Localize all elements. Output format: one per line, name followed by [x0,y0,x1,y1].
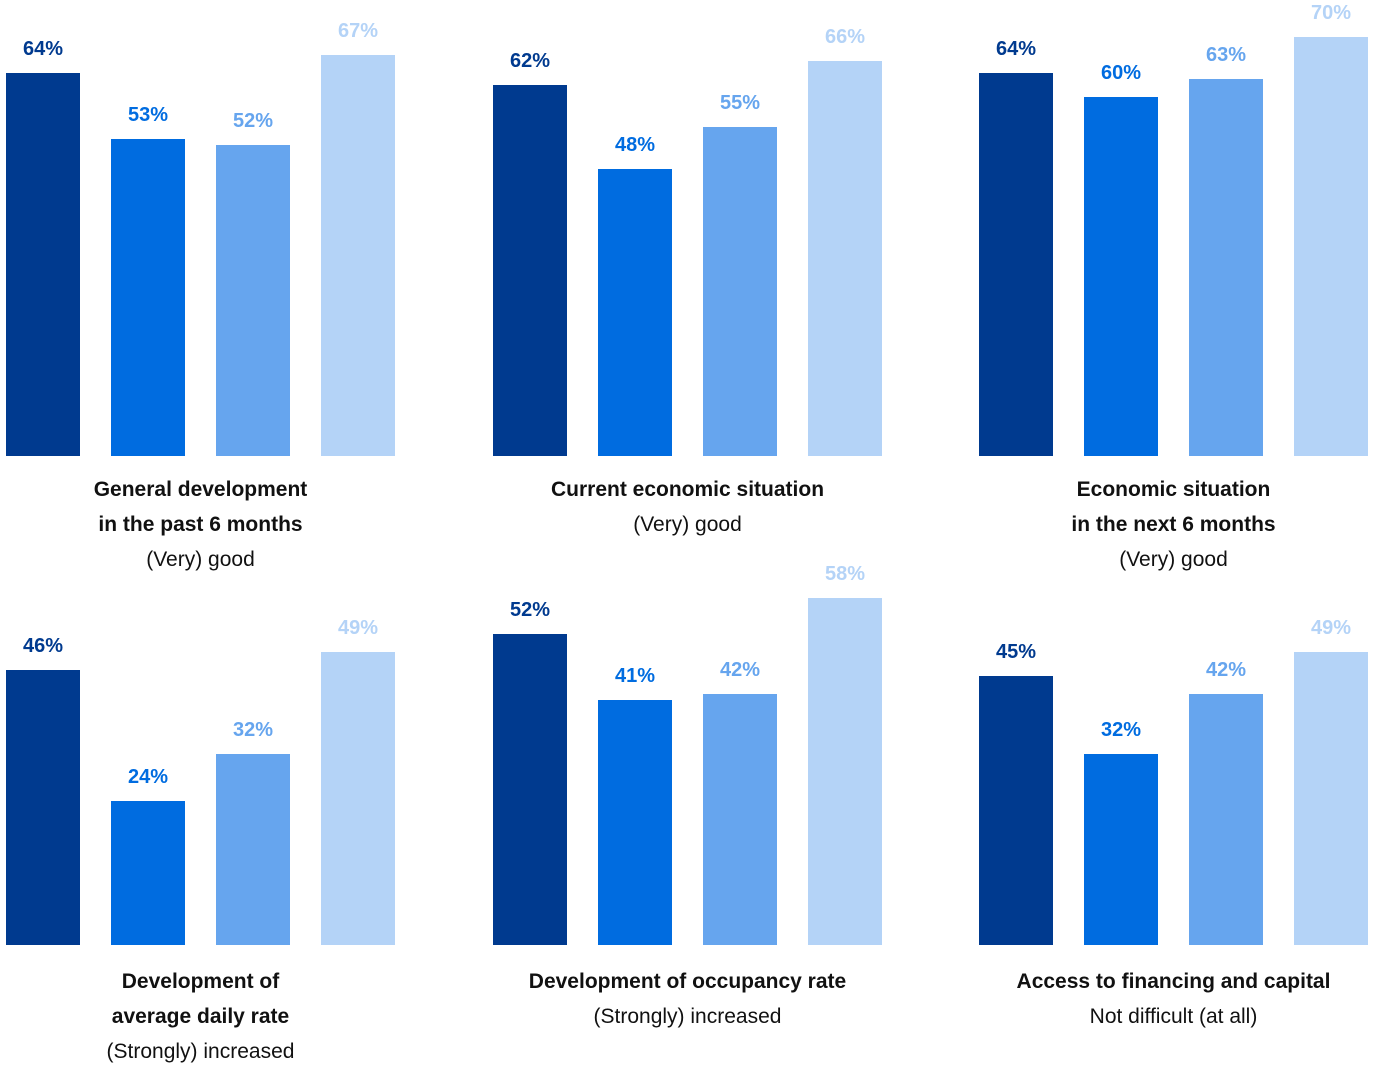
data-label: 41% [590,666,680,686]
bar [321,55,395,456]
chart-caption: Economic situation in the next 6 months(… [964,472,1381,577]
data-label: 32% [1076,720,1166,740]
data-label: 64% [0,39,88,59]
chart-caption: Development of average daily rate(Strong… [0,964,411,1069]
data-label: 58% [800,564,890,584]
data-label: 24% [103,767,193,787]
chart-title: Economic situation in the next 6 months [964,472,1381,542]
bar [1294,652,1368,945]
chart-title: Development of occupancy rate [478,964,898,999]
chart-title: Development of average daily rate [0,964,411,1034]
bar [493,85,567,456]
data-label: 42% [695,660,785,680]
bar [703,694,777,945]
bar [1189,694,1263,945]
bar [6,73,80,456]
bar [6,670,80,945]
chart-subtitle: (Strongly) increased [0,1034,411,1069]
data-label: 52% [208,111,298,131]
data-label: 70% [1286,3,1376,23]
bar [216,754,290,945]
chart-subtitle: (Strongly) increased [478,999,898,1034]
chart-subtitle: Not difficult (at all) [964,999,1381,1034]
data-label: 49% [313,618,403,638]
bar [979,73,1053,456]
data-label: 60% [1076,63,1166,83]
data-label: 45% [971,642,1061,662]
bar [808,598,882,945]
data-label: 55% [695,93,785,113]
chart-title: Current economic situation [478,472,898,507]
chart-subtitle: (Very) good [478,507,898,542]
data-label: 62% [485,51,575,71]
bar [598,169,672,456]
chart-title: General development in the past 6 months [0,472,411,542]
chart-caption: Current economic situation(Very) good [478,472,898,542]
data-label: 49% [1286,618,1376,638]
data-label: 67% [313,21,403,41]
chart-title: Access to financing and capital [964,964,1381,999]
data-label: 32% [208,720,298,740]
data-label: 48% [590,135,680,155]
bar [1294,37,1368,456]
chart-subtitle: (Very) good [964,542,1381,577]
bar [111,139,185,456]
chart-subtitle: (Very) good [0,542,411,577]
data-label: 66% [800,27,890,47]
bar [598,700,672,945]
bar [216,145,290,456]
bar [703,127,777,456]
data-label: 53% [103,105,193,125]
data-label: 42% [1181,660,1271,680]
data-label: 64% [971,39,1061,59]
bar [321,652,395,945]
bar [1084,97,1158,456]
bar [808,61,882,456]
bar [979,676,1053,945]
bar [493,634,567,945]
bar [111,801,185,945]
bar [1189,79,1263,456]
chart-caption: Development of occupancy rate(Strongly) … [478,964,898,1034]
chart-caption: General development in the past 6 months… [0,472,411,577]
data-label: 46% [0,636,88,656]
data-label: 52% [485,600,575,620]
bar [1084,754,1158,945]
data-label: 63% [1181,45,1271,65]
